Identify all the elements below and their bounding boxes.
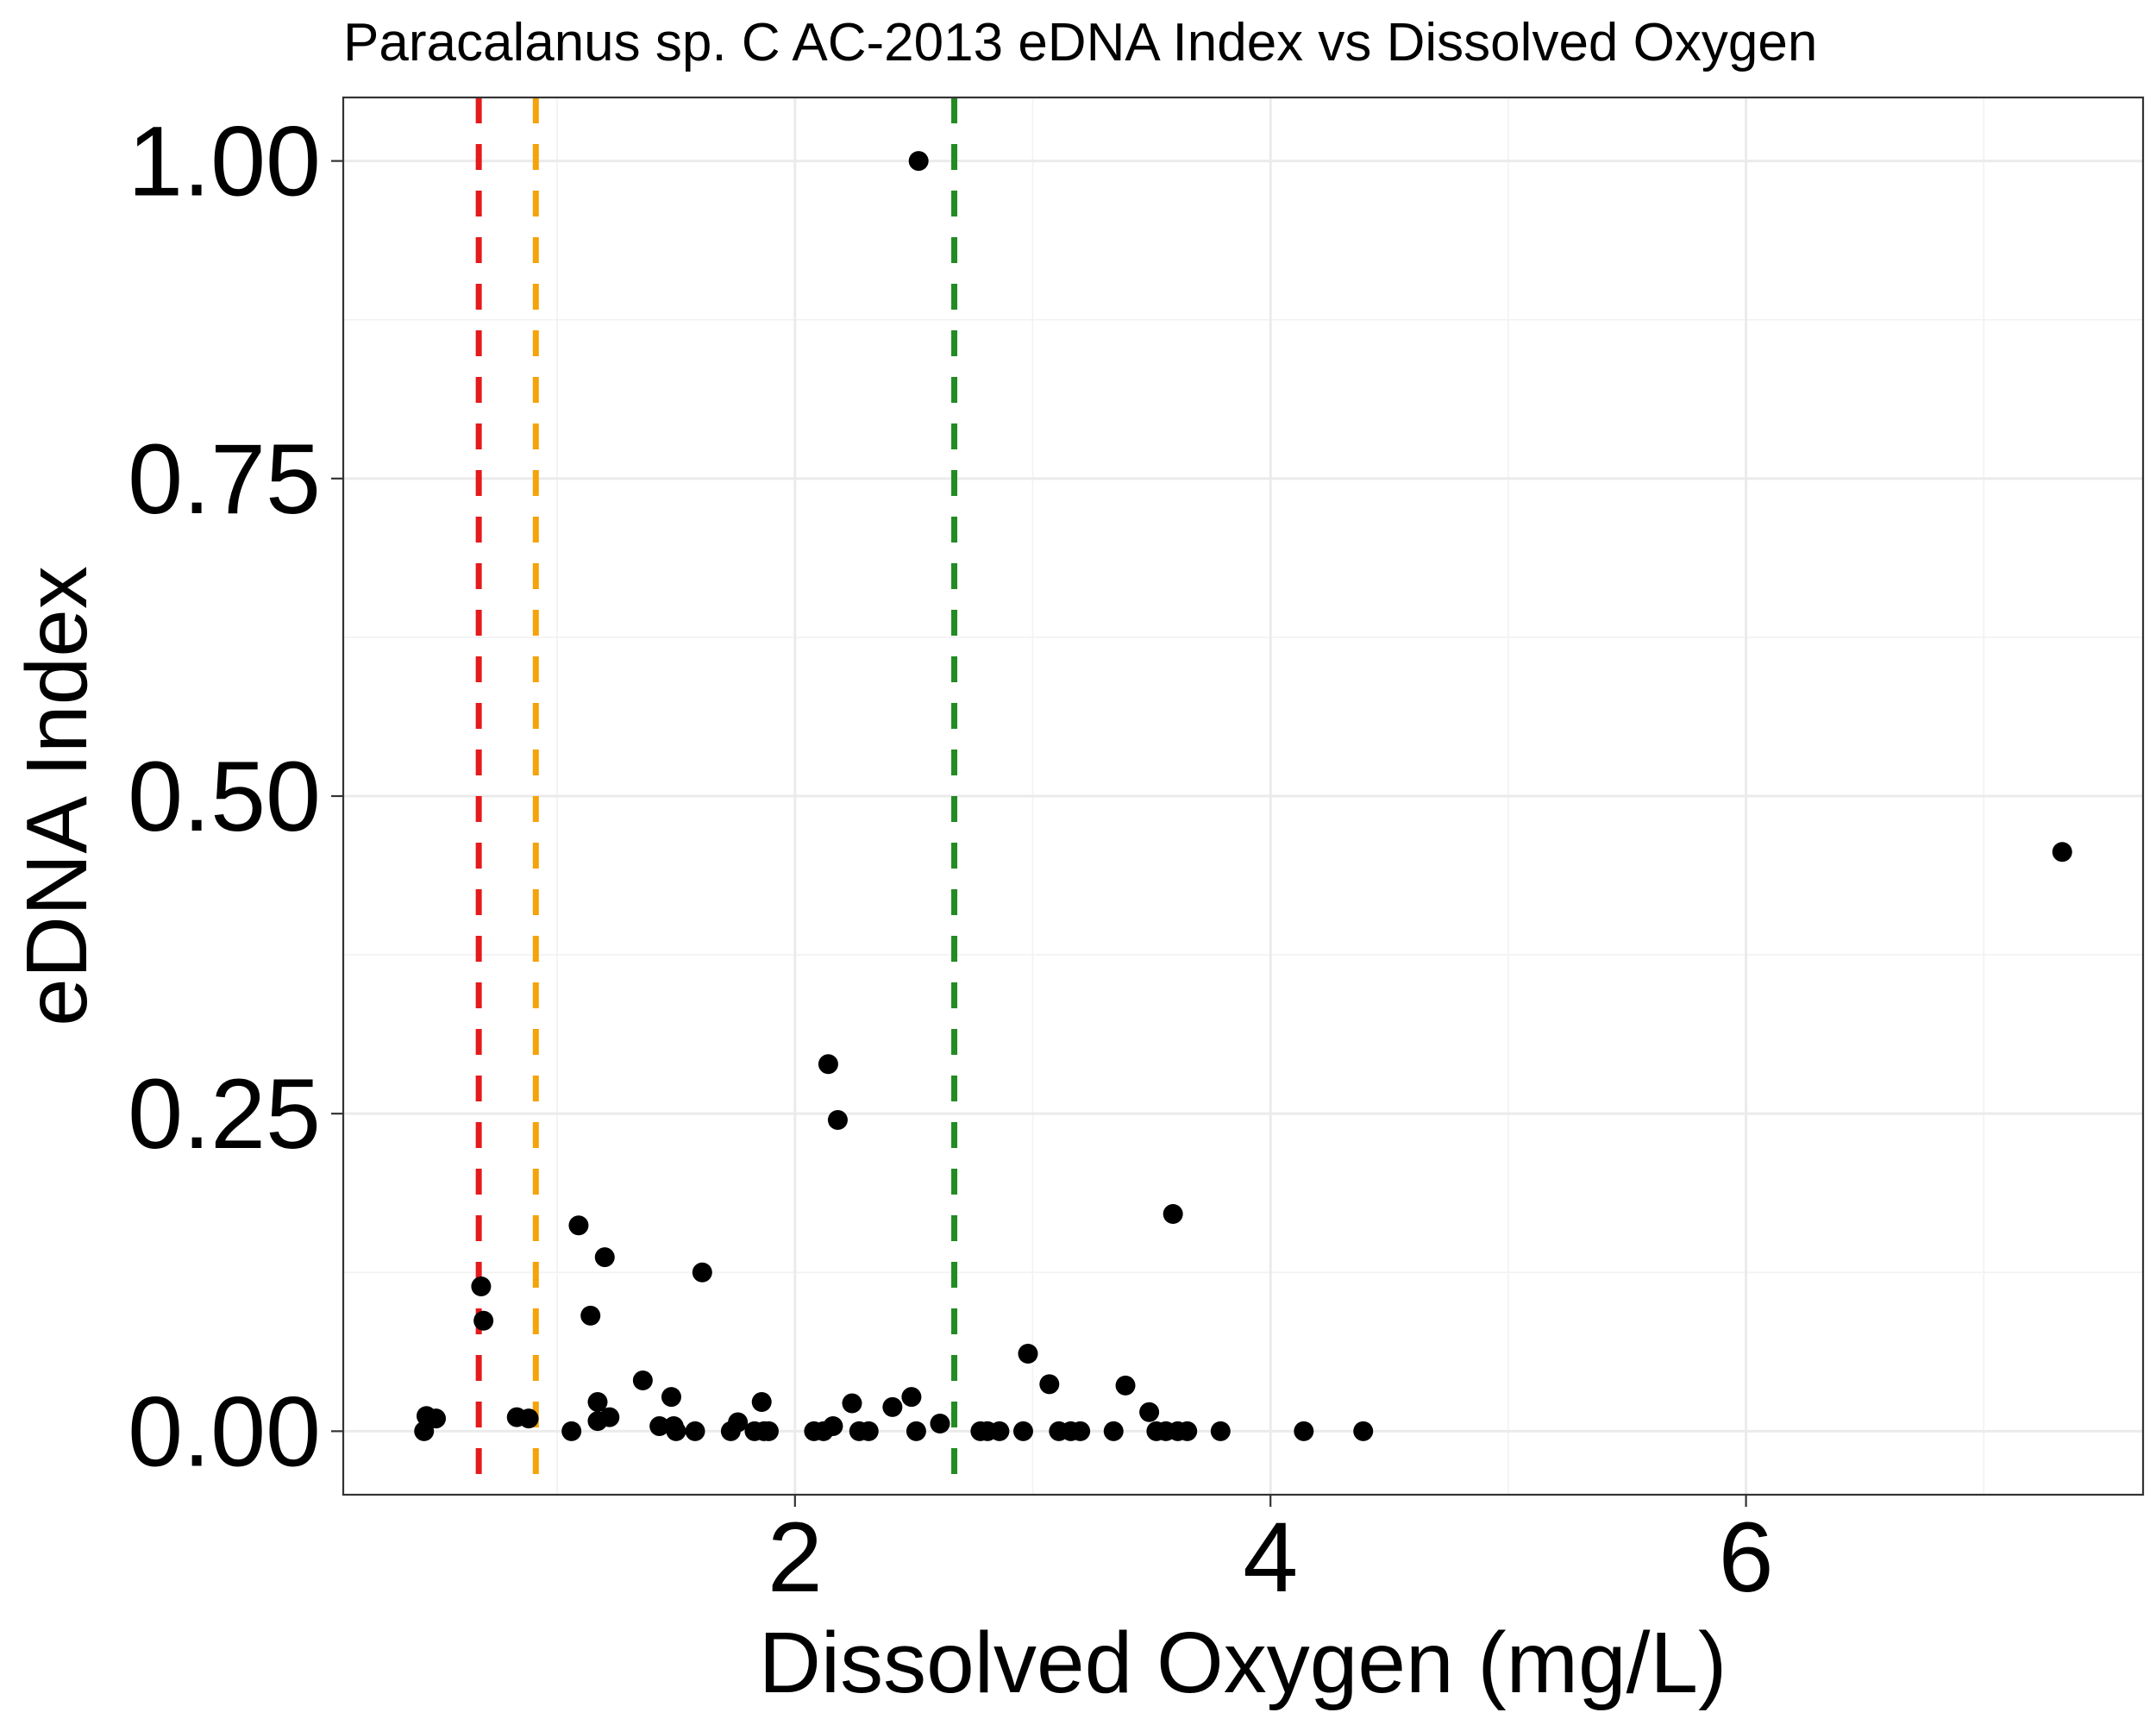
data-point [471,1276,492,1296]
data-point [818,1054,838,1075]
data-point [1177,1421,1198,1441]
data-point [842,1393,862,1414]
data-point [594,1247,615,1268]
data-point [882,1396,903,1417]
data-point [1103,1421,1124,1441]
data-point [823,1415,843,1436]
data-point [908,151,929,172]
data-point [906,1421,926,1441]
data-point [930,1414,950,1434]
data-point [901,1387,922,1408]
data-point [1012,1421,1033,1441]
data-point [599,1407,620,1427]
data-point [1210,1421,1231,1441]
data-point [728,1412,749,1433]
x-tick-label: 2 [768,1502,823,1613]
data-point [827,1110,848,1131]
data-point [1294,1421,1314,1441]
data-point [989,1421,1010,1441]
data-point [685,1421,705,1441]
data-points [414,151,2072,1441]
data-point [1039,1374,1060,1395]
data-point [1070,1421,1091,1441]
data-point [758,1421,779,1441]
x-tick-label: 6 [1719,1502,1774,1613]
data-point [1018,1344,1038,1364]
y-tick-label: 1.00 [128,107,321,217]
data-point [632,1370,653,1390]
chart-title: Paracalanus sp. C AC-2013 eDNA Index vs … [343,13,1817,72]
data-point [1115,1375,1136,1396]
data-point [1353,1421,1374,1441]
data-point [414,1421,435,1441]
y-tick-label: 0.75 [128,424,321,535]
data-point [426,1408,447,1429]
data-point [568,1215,589,1236]
x-tick-label: 4 [1243,1502,1298,1613]
data-point [580,1305,601,1326]
data-point [587,1391,608,1412]
data-point [518,1408,539,1429]
y-tick-label: 0.25 [128,1059,321,1170]
grid-layer [343,97,2143,1495]
y-tick-label: 0.50 [128,742,321,852]
y-tick-label: 0.00 [128,1377,321,1487]
data-point [692,1262,712,1283]
data-point [858,1421,879,1441]
data-point [2052,842,2072,862]
data-point [1139,1402,1160,1422]
data-point [661,1387,681,1408]
x-axis-title: Dissolved Oxygen (mg/L) [759,1615,1727,1711]
data-point [473,1310,494,1331]
data-point [1163,1204,1183,1225]
reference-lines [475,97,958,1495]
data-point [666,1421,686,1441]
data-point [751,1391,772,1412]
axes: 2 4 6 0.00 0.25 0.50 0.75 1.00 [128,107,1773,1613]
data-point [649,1415,670,1436]
data-point [561,1421,582,1441]
y-axis-title: eDNA Index [9,566,105,1026]
